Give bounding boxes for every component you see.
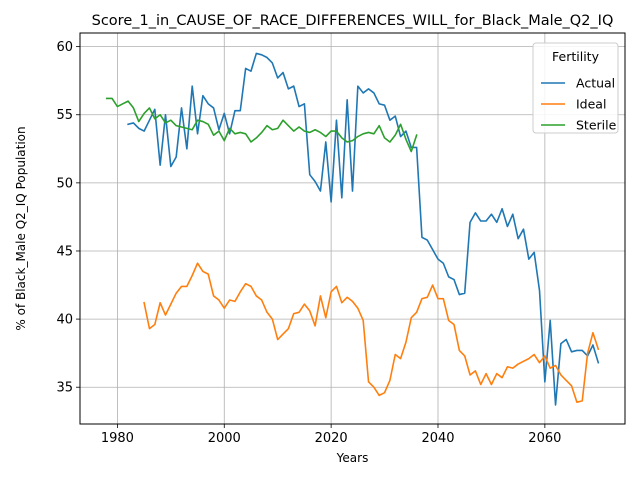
series-lines bbox=[105, 52, 600, 406]
series-line-sterile bbox=[105, 97, 418, 153]
legend-label-actual: Actual bbox=[576, 76, 615, 91]
y-tick-label: 40 bbox=[56, 313, 73, 328]
y-tick-label: 50 bbox=[56, 176, 73, 191]
series-line-actual bbox=[127, 52, 600, 406]
x-tick-label: 2060 bbox=[528, 431, 561, 446]
plot-frame bbox=[79, 32, 626, 425]
legend-label-ideal: Ideal bbox=[576, 97, 606, 112]
x-tick-label: 2040 bbox=[421, 431, 454, 446]
x-axis-label: Years bbox=[336, 451, 369, 465]
series-line-ideal bbox=[143, 262, 600, 404]
y-tick-label: 55 bbox=[56, 108, 73, 123]
chart-title: Score_1_in_CAUSE_OF_RACE_DIFFERENCES_WIL… bbox=[92, 13, 614, 29]
x-tick-label: 2020 bbox=[315, 431, 348, 446]
legend-title: Fertility bbox=[552, 49, 600, 64]
y-tick-label: 60 bbox=[56, 40, 73, 55]
legend-label-sterile: Sterile bbox=[576, 118, 617, 133]
axis-ticks: 1980 2000 2020 2040 2060 35 40 45 50 55 60 bbox=[56, 40, 561, 446]
y-tick-label: 45 bbox=[56, 244, 73, 259]
x-tick-label: 2000 bbox=[208, 431, 241, 446]
y-tick-label: 35 bbox=[56, 381, 73, 396]
legend-box bbox=[532, 42, 619, 134]
legend: Fertility Actual Ideal Sterile bbox=[532, 42, 619, 134]
y-axis-label: % of Black_Male Q2_IQ Population bbox=[14, 126, 28, 330]
legend-entries: Actual Ideal Sterile bbox=[541, 76, 617, 133]
x-tick-label: 1980 bbox=[101, 431, 134, 446]
